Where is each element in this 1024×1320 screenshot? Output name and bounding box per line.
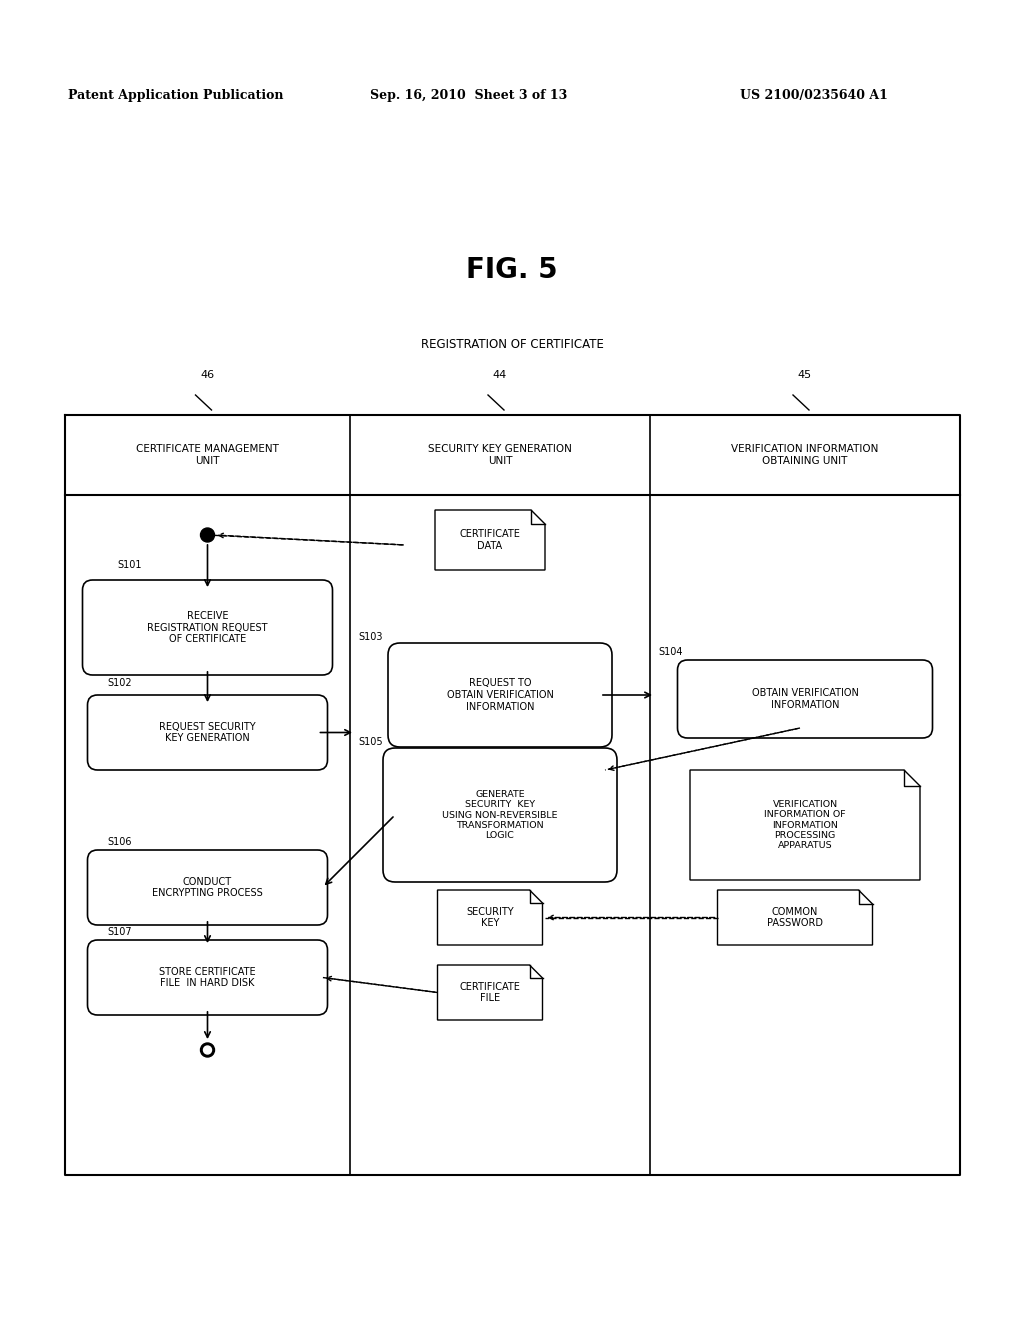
Text: CERTIFICATE
FILE: CERTIFICATE FILE: [460, 982, 520, 1003]
Text: REQUEST SECURITY
KEY GENERATION: REQUEST SECURITY KEY GENERATION: [159, 722, 256, 743]
Text: COMMON
PASSWORD: COMMON PASSWORD: [767, 907, 823, 928]
Text: 44: 44: [493, 370, 507, 380]
FancyBboxPatch shape: [388, 643, 612, 747]
FancyBboxPatch shape: [678, 660, 933, 738]
Text: GENERATE
SECURITY  KEY
USING NON-REVERSIBLE
TRANSFORMATION
LOGIC: GENERATE SECURITY KEY USING NON-REVERSIB…: [442, 789, 558, 841]
Text: REQUEST TO
OBTAIN VERIFICATION
INFORMATION: REQUEST TO OBTAIN VERIFICATION INFORMATI…: [446, 678, 553, 711]
Text: S104: S104: [658, 647, 683, 657]
Text: S107: S107: [108, 927, 132, 937]
Text: RECEIVE
REGISTRATION REQUEST
OF CERTIFICATE: RECEIVE REGISTRATION REQUEST OF CERTIFIC…: [147, 611, 267, 644]
Circle shape: [201, 1043, 214, 1057]
Text: Patent Application Publication: Patent Application Publication: [68, 88, 284, 102]
Polygon shape: [690, 770, 920, 880]
Text: S105: S105: [358, 737, 383, 747]
Text: STORE CERTIFICATE
FILE  IN HARD DISK: STORE CERTIFICATE FILE IN HARD DISK: [159, 966, 256, 989]
Text: REGISTRATION OF CERTIFICATE: REGISTRATION OF CERTIFICATE: [421, 338, 603, 351]
Text: VERIFICATION INFORMATION
OBTAINING UNIT: VERIFICATION INFORMATION OBTAINING UNIT: [731, 445, 879, 466]
Text: S102: S102: [108, 678, 132, 688]
Polygon shape: [437, 965, 543, 1020]
Text: US 2100/0235640 A1: US 2100/0235640 A1: [740, 88, 888, 102]
Polygon shape: [718, 890, 872, 945]
Text: S103: S103: [358, 632, 383, 642]
FancyBboxPatch shape: [383, 748, 617, 882]
Text: S101: S101: [118, 560, 142, 570]
FancyBboxPatch shape: [87, 850, 328, 925]
Text: SECURITY KEY GENERATION
UNIT: SECURITY KEY GENERATION UNIT: [428, 445, 572, 466]
Circle shape: [201, 528, 214, 543]
Circle shape: [204, 1045, 212, 1053]
Text: S106: S106: [108, 837, 132, 847]
FancyBboxPatch shape: [87, 940, 328, 1015]
Text: CERTIFICATE
DATA: CERTIFICATE DATA: [460, 529, 520, 550]
FancyBboxPatch shape: [83, 579, 333, 675]
Text: OBTAIN VERIFICATION
INFORMATION: OBTAIN VERIFICATION INFORMATION: [752, 688, 858, 710]
Text: CONDUCT
ENCRYPTING PROCESS: CONDUCT ENCRYPTING PROCESS: [153, 876, 263, 899]
Text: 46: 46: [201, 370, 215, 380]
Text: 45: 45: [798, 370, 812, 380]
Text: FIG. 5: FIG. 5: [466, 256, 558, 284]
Text: SECURITY
KEY: SECURITY KEY: [466, 907, 514, 928]
Text: Sep. 16, 2010  Sheet 3 of 13: Sep. 16, 2010 Sheet 3 of 13: [370, 88, 567, 102]
Polygon shape: [435, 510, 545, 570]
Text: CERTIFICATE MANAGEMENT
UNIT: CERTIFICATE MANAGEMENT UNIT: [136, 445, 279, 466]
Text: VERIFICATION
INFORMATION OF
INFORMATION
PROCESSING
APPARATUS: VERIFICATION INFORMATION OF INFORMATION …: [764, 800, 846, 850]
Polygon shape: [437, 890, 543, 945]
FancyBboxPatch shape: [87, 696, 328, 770]
